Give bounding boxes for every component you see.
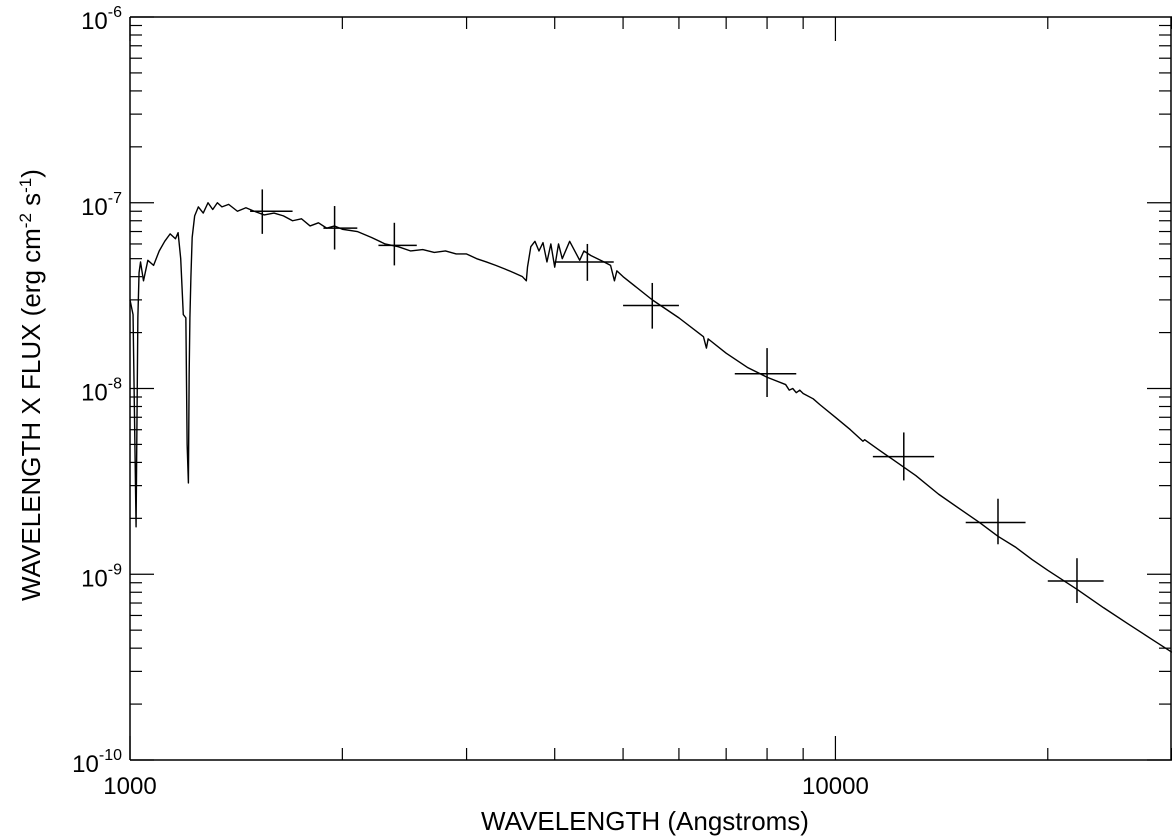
photometry-point (378, 222, 417, 266)
axis-ticks (129, 16, 1172, 761)
x-tick-label: 1000 (103, 773, 156, 800)
plot-frame (129, 16, 1172, 761)
y-tick-label: 10-7 (81, 190, 122, 221)
data-series (129, 189, 1172, 653)
x-tick-label: 10000 (802, 773, 869, 800)
photometry-point (554, 243, 614, 281)
y-tick-label: 10-8 (81, 376, 122, 407)
photometry-point (872, 432, 935, 481)
tick-labels: 1000 10000 10-10 10-9 10-8 10-7 10-6 (72, 4, 869, 800)
y-tick-label: 10-9 (81, 561, 122, 592)
y-axis-title: WAVELENGTH X FLUX (erg cm-2 s-1) (16, 169, 47, 601)
photometry-point (965, 498, 1026, 545)
photometry-point (734, 348, 797, 397)
spectrum-line (129, 202, 1172, 653)
photometry-point (623, 282, 679, 329)
y-tick-label: 10-6 (81, 4, 122, 35)
photometry-point (323, 206, 358, 250)
y-tick-label: 10-10 (72, 747, 122, 778)
photometry-point (250, 189, 293, 234)
photometry-point (1047, 558, 1104, 604)
x-axis-title: WAVELENGTH (Angstroms) (481, 806, 809, 836)
